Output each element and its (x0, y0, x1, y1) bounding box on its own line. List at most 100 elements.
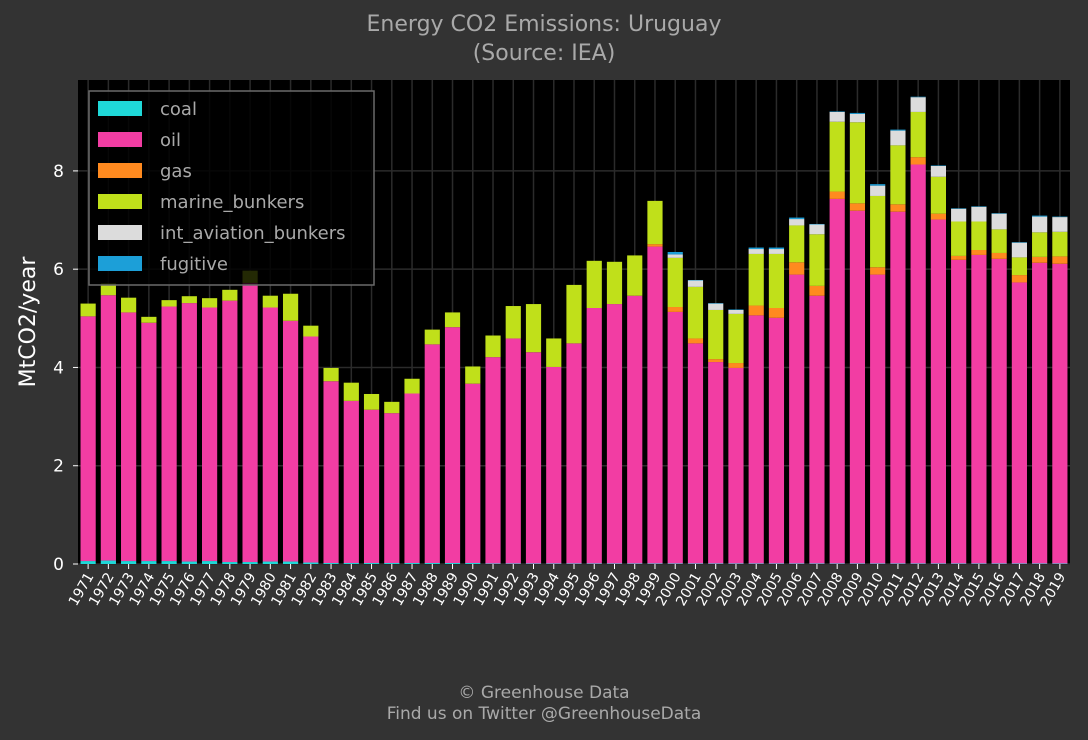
bar-segment-int_aviation_bunkers (1052, 217, 1068, 232)
bar-segment-gas (829, 191, 845, 199)
bar-segment-coal (343, 563, 359, 564)
bar-segment-marine_bunkers (100, 283, 116, 296)
legend-swatch-gas (98, 163, 142, 178)
bar-segment-coal (202, 561, 218, 564)
bar-segment-oil (282, 320, 299, 562)
bar-segment-int_aviation_bunkers (829, 111, 845, 122)
bar-segment-int_aviation_bunkers (667, 254, 683, 258)
bar-segment-oil (606, 304, 623, 564)
bar-segment-fugitive (789, 217, 805, 220)
legend-swatch-int_aviation_bunkers (98, 225, 142, 240)
bar-segment-coal (181, 561, 197, 564)
bar-segment-gas (890, 204, 906, 212)
bar-segment-fugitive (849, 112, 866, 114)
y-tick-label: 8 (53, 162, 64, 182)
bar-segment-marine_bunkers (282, 293, 299, 321)
y-tick-label: 6 (53, 260, 64, 280)
bar-segment-marine_bunkers (1052, 231, 1068, 257)
footer-credit: © Greenhouse Data (458, 683, 630, 703)
bar-segment-coal (282, 561, 299, 564)
bar-segment-int_aviation_bunkers (687, 280, 704, 287)
bar-segment-oil (141, 322, 157, 562)
bar-segment-oil (951, 259, 967, 564)
bar-segment-oil (444, 327, 461, 564)
bar-segment-oil (971, 254, 987, 564)
bar-segment-oil (890, 211, 906, 564)
bar-segment-marine_bunkers (606, 261, 623, 305)
bar-segment-int_aviation_bunkers (910, 97, 926, 112)
axis-layer: 0246819711972197319741975197619771978197… (53, 162, 1069, 609)
bar-segment-oil (1052, 263, 1068, 564)
bar-segment-marine_bunkers (1032, 232, 1048, 257)
bar-segment-marine_bunkers (829, 121, 845, 192)
bar-segment-oil (586, 307, 602, 564)
bar-segment-marine_bunkers (161, 300, 177, 307)
legend-swatch-marine_bunkers (98, 194, 142, 209)
bar-segment-marine_bunkers (870, 195, 886, 268)
bar-segment-oil (930, 219, 946, 564)
bar-segment-oil (343, 400, 359, 564)
bar-segment-marine_bunkers (404, 378, 420, 394)
bar-segment-gas (910, 157, 926, 165)
bar-segment-oil (222, 300, 238, 563)
bar-segment-oil (121, 312, 137, 562)
bar-segment-marine_bunkers (910, 111, 926, 158)
bar-segment-oil (80, 316, 96, 562)
bar-segment-coal (465, 563, 481, 564)
bar-segment-coal (80, 561, 96, 564)
bar-segment-coal (303, 562, 319, 564)
bar-segment-marine_bunkers (1011, 257, 1027, 276)
bar-segment-int_aviation_bunkers (1032, 216, 1048, 233)
bar-segment-oil (485, 357, 501, 564)
bar-segment-gas (930, 213, 946, 220)
bar-segment-marine_bunkers (121, 297, 137, 313)
bar-segment-marine_bunkers (202, 298, 218, 308)
bar-segment-marine_bunkers (222, 289, 238, 301)
bar-segment-oil (303, 336, 319, 563)
bar-segment-marine_bunkers (768, 253, 785, 308)
bar-segment-int_aviation_bunkers (849, 113, 866, 123)
bar-segment-oil (323, 381, 339, 564)
bar-segment-coal (242, 562, 258, 564)
bar-segment-gas (991, 252, 1007, 259)
bar-segment-fugitive (870, 184, 886, 186)
bar-segment-oil (687, 343, 704, 564)
bar-segment-oil (627, 295, 643, 564)
bar-segment-coal (363, 563, 380, 564)
bar-segment-marine_bunkers (444, 312, 461, 328)
bar-segment-coal (404, 563, 420, 564)
chart-subtitle: (Source: IEA) (472, 41, 616, 66)
bar-segment-oil (728, 367, 744, 564)
bar-segment-oil (809, 295, 825, 564)
bar-segment-fugitive (1032, 215, 1048, 217)
bar-segment-marine_bunkers (647, 200, 663, 245)
legend-label-coal: coal (160, 99, 197, 120)
bar-segment-coal (121, 561, 137, 564)
bar-segment-int_aviation_bunkers (890, 130, 906, 146)
bar-segment-marine_bunkers (363, 393, 380, 410)
bar-segment-oil (991, 258, 1007, 564)
legend-label-fugitive: fugitive (160, 254, 228, 275)
bar-segment-gas (1011, 275, 1027, 283)
bar-segment-marine_bunkers (890, 145, 906, 205)
y-tick-label: 0 (53, 555, 64, 575)
bar-segment-marine_bunkers (728, 313, 744, 364)
bar-segment-marine_bunkers (971, 221, 987, 251)
bar-segment-marine_bunkers (485, 335, 501, 358)
bar-segment-marine_bunkers (505, 306, 521, 339)
footer-twitter: Find us on Twitter @GreenhouseData (386, 704, 702, 724)
bar-segment-oil (100, 295, 116, 561)
bar-segment-oil (1032, 262, 1048, 564)
y-tick-label: 2 (53, 457, 64, 477)
bar-segment-oil (849, 210, 866, 564)
bar-segment-marine_bunkers (930, 176, 946, 214)
bar-segment-oil (829, 198, 845, 564)
bar-segment-marine_bunkers (809, 234, 825, 286)
bar-segment-marine_bunkers (566, 284, 582, 344)
bar-segment-int_aviation_bunkers (708, 303, 724, 310)
bar-segment-coal (141, 561, 157, 564)
bar-segment-marine_bunkers (849, 122, 866, 204)
bar-segment-oil (161, 306, 177, 562)
legend-label-int_aviation_bunkers: int_aviation_bunkers (160, 223, 346, 244)
bar-segment-gas (728, 363, 744, 368)
